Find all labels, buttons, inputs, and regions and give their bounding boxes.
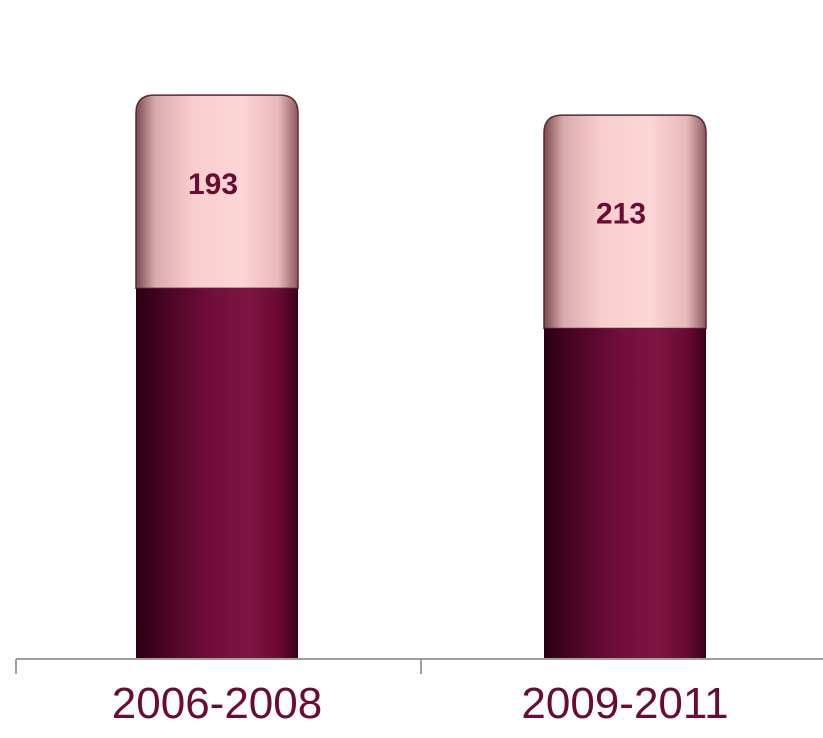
bar-segment-upper	[543, 114, 707, 330]
x-tick-label: 2006-2008	[112, 679, 322, 728]
bar-segment-upper	[135, 94, 299, 290]
bar-segment-lower	[544, 328, 706, 659]
x-tick-label: 2009-2011	[521, 679, 728, 728]
data-label: 213	[596, 197, 646, 230]
bar-segment-lower	[136, 288, 298, 659]
data-label: 193	[188, 168, 238, 201]
